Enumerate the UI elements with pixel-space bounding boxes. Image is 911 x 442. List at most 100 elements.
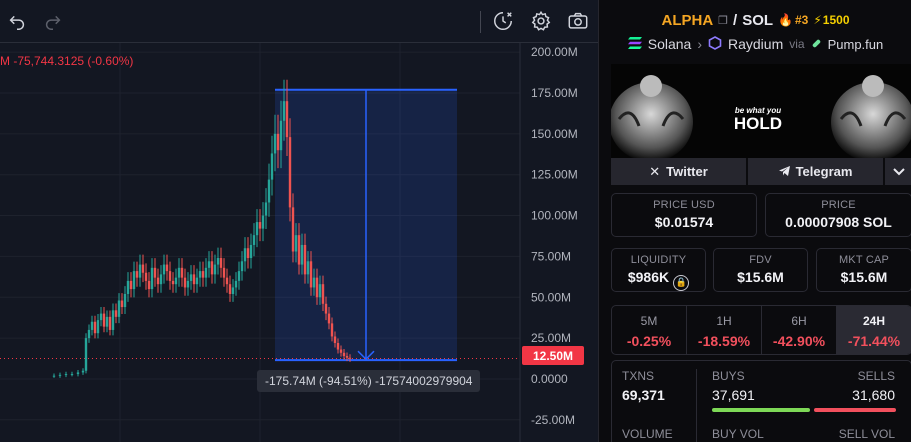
liquidity-value-wrap: $986K 🔒 [612, 269, 705, 291]
period-tab-6h[interactable]: 6H -42.90% [762, 306, 837, 354]
candle-body [246, 248, 250, 259]
period-name: 24H [862, 314, 885, 328]
period-change: -0.25% [626, 333, 672, 349]
candle-body [192, 274, 196, 285]
period-change: -71.44% [847, 333, 901, 349]
price-usd-label: PRICE USD [653, 199, 715, 211]
measure-tool-label: -175.74M (-94.51%) -17574002979904 [257, 370, 481, 392]
chain-name[interactable]: Solana [647, 36, 692, 52]
candle-body [318, 284, 322, 298]
pair-header: ALPHA ❐ / SOL 🔥 #3 ⚡ 1500 [599, 8, 911, 32]
telegram-icon [778, 164, 790, 179]
sell-vol-label: SELL VOL [838, 427, 895, 441]
candle-body [216, 258, 220, 265]
lock-icon[interactable]: 🔒 [673, 274, 690, 291]
chart-panel[interactable]: 200.00M 175.00M 150.00M 125.00M 100.00M 75.00… [0, 0, 598, 442]
candle-body [285, 101, 289, 138]
boost-badge[interactable]: ⚡ 1500 [813, 13, 849, 27]
buy-vol-label: BUY VOL [712, 427, 764, 441]
candlestick-chart[interactable]: 200.00M 175.00M 150.00M 125.00M 100.00M 75.00… [0, 43, 598, 442]
candle-body [195, 277, 199, 285]
period-tab-5m[interactable]: 5M -0.25% [612, 306, 687, 354]
candle-body [207, 261, 211, 268]
undo-icon[interactable] [4, 8, 30, 34]
period-tab-1h[interactable]: 1H -18.59% [687, 306, 762, 354]
buys-label: BUYS [712, 369, 745, 383]
base-symbol: ALPHA [661, 11, 714, 29]
candle-body [279, 120, 283, 151]
copy-icon[interactable]: ❐ [718, 14, 729, 27]
sells-label: SELLS [857, 369, 895, 383]
candle-body [300, 244, 304, 265]
period-change: -18.59% [697, 333, 751, 349]
candle-body [105, 316, 109, 327]
redo-icon[interactable] [40, 8, 66, 34]
replay-icon[interactable] [490, 8, 516, 34]
chevron-right-icon: › [697, 36, 702, 52]
period-name: 6H [791, 314, 807, 328]
camera-icon[interactable] [565, 8, 591, 34]
candle-body [288, 137, 292, 208]
quote-symbol: SOL [742, 11, 774, 29]
candle-body [168, 271, 172, 281]
telegram-button[interactable]: Telegram [748, 158, 883, 185]
candle-body [123, 293, 127, 308]
y-axis-tick-label: 75.00M [531, 249, 571, 263]
candle-body [345, 356, 349, 358]
y-axis-tick-label: 200.00M [531, 45, 578, 59]
period-tab-24h[interactable]: 24H -71.44% [837, 306, 911, 354]
candle-body [270, 153, 274, 180]
candle-body [120, 300, 124, 308]
candle-body [282, 101, 286, 121]
candle-body [228, 284, 232, 294]
candle-body [52, 375, 56, 377]
fdv-value: $15.6M [737, 269, 784, 285]
candle-body [138, 264, 142, 278]
banner-headline: HOLD [733, 114, 783, 133]
candle-body [219, 258, 223, 268]
launchpad-name[interactable]: Pump.fun [827, 36, 884, 52]
token-banner-image: be what you HOLD [611, 64, 911, 158]
y-axis-tick-label: 25.00M [531, 331, 571, 345]
chevron-down-icon [892, 164, 905, 179]
twitter-button[interactable]: ✕ Twitter [611, 158, 746, 185]
via-text: via [789, 37, 805, 51]
candle-body [93, 321, 97, 334]
more-socials-button[interactable] [885, 158, 911, 185]
pill-icon [811, 36, 822, 52]
candle-body [198, 271, 202, 278]
candle-body [303, 244, 307, 275]
candle-body [81, 370, 85, 373]
dex-name[interactable]: Raydium [728, 36, 784, 52]
twitter-label: Twitter [666, 164, 708, 179]
candle-body [243, 248, 247, 262]
candle-body [162, 264, 166, 275]
candle-body [327, 313, 331, 324]
candle-body [237, 271, 241, 281]
liquidity-label: LIQUIDITY [630, 254, 687, 266]
candle-body [70, 374, 74, 376]
measure-arrow-head [357, 350, 375, 361]
price-usd-value: $0.01574 [654, 214, 714, 230]
txns-label: TXNS [622, 369, 655, 383]
telegram-label: Telegram [795, 164, 853, 179]
candle-body [177, 267, 181, 278]
candle-body [114, 310, 118, 317]
trending-rank-badge[interactable]: 🔥 #3 [778, 13, 808, 27]
candle-body [189, 274, 193, 281]
banner-text: be what you HOLD [723, 106, 793, 133]
candle-body [126, 280, 130, 294]
candle-body [261, 215, 265, 229]
candle-body [174, 277, 178, 285]
candle-body [240, 261, 244, 272]
candle-body [276, 133, 280, 151]
candle-body [96, 320, 100, 334]
candle-body [108, 316, 112, 330]
candle-body [312, 277, 316, 288]
candle-body [252, 235, 256, 245]
gear-icon[interactable] [528, 8, 554, 34]
candle-body [297, 235, 301, 265]
candle-body [183, 277, 187, 288]
candle-body [102, 313, 106, 327]
price-native-value: 0.00007908 SOL [785, 214, 892, 230]
